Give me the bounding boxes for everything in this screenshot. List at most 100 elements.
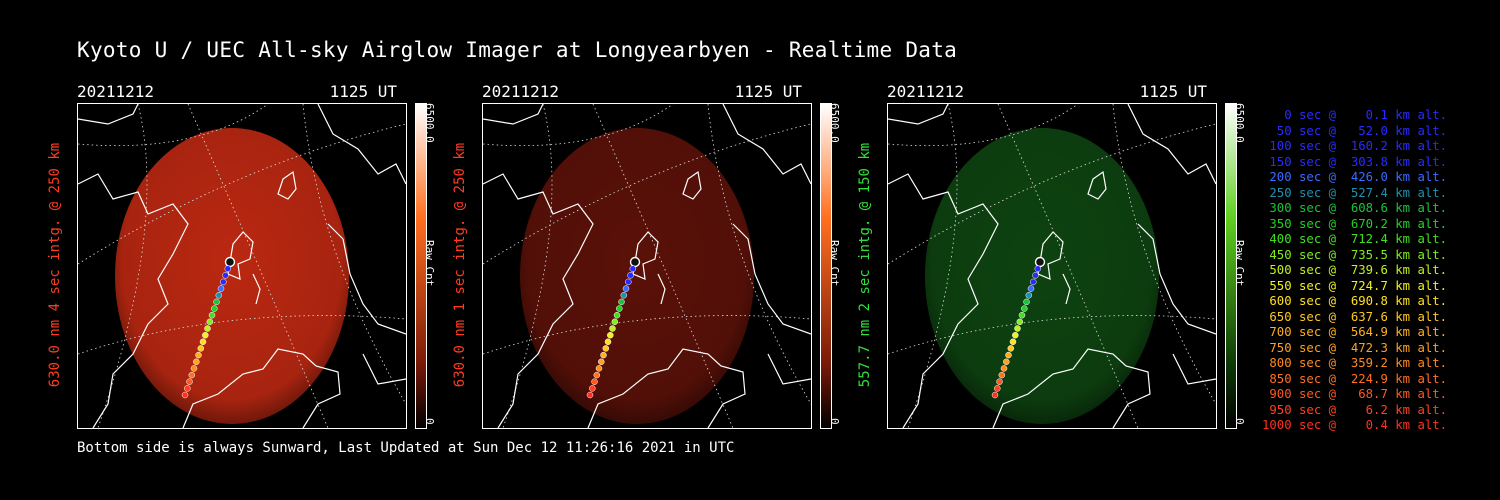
trajectory-point bbox=[593, 371, 601, 379]
trajectory-point bbox=[609, 325, 616, 332]
legend-row: 450 sec @ 735.5 km alt. bbox=[1262, 247, 1448, 262]
trajectory-point bbox=[224, 256, 236, 268]
trajectory-point bbox=[188, 371, 196, 379]
trajectory-point bbox=[1007, 345, 1015, 352]
coastlines bbox=[78, 104, 406, 428]
trajectory-point bbox=[186, 378, 193, 385]
trajectory-point bbox=[600, 351, 607, 359]
legend-row: 200 sec @ 426.0 km alt. bbox=[1262, 170, 1448, 184]
trajectory-point bbox=[604, 338, 612, 346]
trajectory-point bbox=[1018, 311, 1026, 319]
trajectory-point bbox=[1034, 265, 1042, 272]
legend-row: 300 sec @ 608.6 km alt. bbox=[1262, 201, 1448, 215]
footer-note: Bottom side is always Sunward, Last Upda… bbox=[77, 440, 735, 456]
legend-row: 150 sec @ 303.8 km alt. bbox=[1262, 154, 1448, 169]
trajectory-point bbox=[598, 358, 605, 366]
trajectory-point bbox=[618, 298, 625, 306]
trajectory-point bbox=[622, 285, 630, 292]
trajectory-point bbox=[1003, 358, 1010, 366]
trajectory-point bbox=[625, 278, 632, 286]
panel-ylabel-text: 630.0 nm 4 sec intg. @ 250 km bbox=[47, 142, 63, 388]
trajectory-point bbox=[1005, 351, 1012, 359]
trajectory-point bbox=[1034, 256, 1046, 268]
trajectory-legend: 0 sec @ 0.1 km alt. 50 sec @ 52.0 km alt… bbox=[1262, 108, 1448, 434]
legend-row: 850 sec @ 224.9 km alt. bbox=[1262, 371, 1448, 386]
colorbar-min-label: 0 bbox=[423, 418, 436, 425]
trajectory-point bbox=[1027, 285, 1035, 292]
trajectory-point bbox=[220, 278, 227, 286]
colorbar-unit-label: Raw Cnt bbox=[1233, 240, 1246, 287]
trajectory-point bbox=[591, 378, 598, 385]
trajectory-point bbox=[620, 292, 628, 299]
trajectory-point bbox=[190, 365, 198, 372]
colorbar-min-label: 0 bbox=[1233, 418, 1246, 425]
trajectory-point bbox=[208, 311, 216, 319]
colorbar-max-label: 6500.0 bbox=[828, 103, 841, 143]
colorbar-max-label: 6500.0 bbox=[423, 103, 436, 143]
trajectory-point bbox=[199, 338, 207, 346]
legend-row: 0 sec @ 0.1 km alt. bbox=[1262, 108, 1448, 122]
panel-time: 1125 UT bbox=[734, 82, 802, 101]
legend-row: 750 sec @ 472.3 km alt. bbox=[1262, 340, 1448, 355]
panel-date: 20211212 bbox=[482, 82, 560, 101]
legend-row: 400 sec @ 712.4 km alt. bbox=[1262, 232, 1448, 246]
grid-lines bbox=[78, 104, 406, 428]
allsky-image bbox=[482, 103, 812, 429]
colorbar-unit-label: Raw Cnt bbox=[828, 240, 841, 287]
colorbar-unit-label: Raw Cnt bbox=[423, 240, 436, 287]
panel-time: 1125 UT bbox=[329, 82, 397, 101]
colorbar bbox=[820, 103, 832, 429]
trajectory-point bbox=[607, 331, 614, 339]
imager-panel-1: 20211212 1125 UT 630.0 nm 4 sec intg. @ … bbox=[47, 80, 497, 440]
trajectory-point bbox=[211, 305, 218, 312]
trajectory-point bbox=[586, 391, 594, 399]
legend-row: 900 sec @ 68.7 km alt. bbox=[1262, 387, 1448, 401]
trajectory-point bbox=[206, 318, 214, 326]
legend-row: 1000 sec @ 0.4 km alt. bbox=[1262, 418, 1448, 432]
trajectory-point bbox=[197, 345, 205, 352]
panel-ylabel-text: 557.7 nm 2 sec intg. @ 150 km bbox=[857, 142, 873, 388]
trajectory-point bbox=[629, 256, 641, 268]
trajectory-point bbox=[1023, 298, 1030, 306]
colorbar bbox=[1225, 103, 1237, 429]
trajectory-point bbox=[213, 298, 220, 306]
panel-date: 20211212 bbox=[77, 82, 155, 101]
trajectory-point bbox=[204, 325, 211, 332]
trajectory-point bbox=[1014, 325, 1021, 332]
trajectory-point bbox=[1000, 365, 1008, 372]
trajectory-point bbox=[996, 378, 1003, 385]
page-title: Kyoto U / UEC All-sky Airglow Imager at … bbox=[77, 38, 958, 62]
trajectory-point bbox=[611, 318, 619, 326]
trajectory-point bbox=[1025, 292, 1033, 299]
legend-row: 700 sec @ 564.9 km alt. bbox=[1262, 325, 1448, 339]
legend-row: 800 sec @ 359.2 km alt. bbox=[1262, 356, 1448, 370]
trajectory-point bbox=[595, 365, 603, 372]
trajectory-point bbox=[1012, 331, 1019, 339]
legend-row: 100 sec @ 160.2 km alt. bbox=[1262, 139, 1448, 153]
legend-row: 500 sec @ 739.6 km alt. bbox=[1262, 263, 1448, 277]
trajectory-point bbox=[195, 351, 202, 359]
legend-row: 350 sec @ 670.2 km alt. bbox=[1262, 216, 1448, 231]
trajectory-point bbox=[202, 331, 209, 339]
trajectory-point bbox=[1021, 305, 1028, 312]
trajectory-point bbox=[613, 311, 621, 319]
trajectory-point bbox=[215, 292, 223, 299]
imager-panel-3: 20211212 1125 UT 557.7 nm 2 sec intg. @ … bbox=[857, 80, 1307, 440]
trajectory-point bbox=[222, 272, 229, 279]
trajectory-point bbox=[184, 385, 191, 392]
trajectory-point bbox=[629, 265, 637, 272]
trajectory-point bbox=[1009, 338, 1017, 346]
trajectory-point bbox=[1016, 318, 1024, 326]
trajectory-point bbox=[627, 272, 634, 279]
legend-row: 250 sec @ 527.4 km alt. bbox=[1262, 185, 1448, 200]
trajectory-point bbox=[181, 391, 189, 399]
panel-ylabel-text: 630.0 nm 1 sec intg. @ 250 km bbox=[452, 142, 468, 388]
trajectory-point bbox=[602, 345, 610, 352]
imager-panel-2: 20211212 1125 UT 630.0 nm 1 sec intg. @ … bbox=[452, 80, 902, 440]
trajectory-point bbox=[217, 285, 225, 292]
trajectory-point bbox=[1032, 272, 1039, 279]
grid-lines bbox=[888, 104, 1216, 428]
coastlines bbox=[888, 104, 1216, 428]
trajectory-point bbox=[998, 371, 1006, 379]
colorbar bbox=[415, 103, 427, 429]
